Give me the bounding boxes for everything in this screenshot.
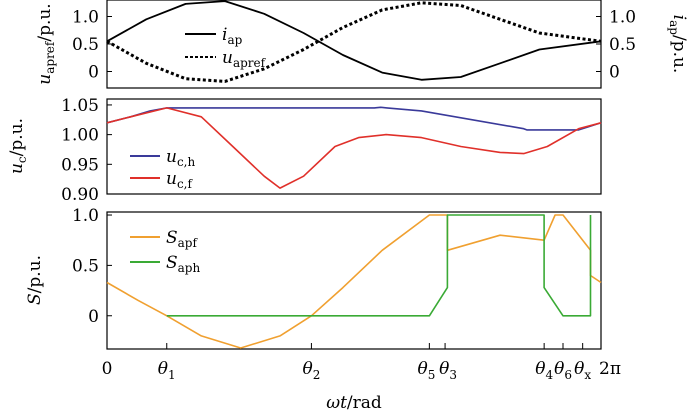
- series-line-s-apf: [106, 214, 602, 349]
- series-line-i-ap: [106, 0, 602, 81]
- series-line-u-apref: [106, 1, 602, 83]
- legend-label-u-cf: uc,f: [166, 169, 193, 191]
- middle-ylabel: uc/p.u.: [7, 118, 29, 174]
- bottom-panel: 0 0.5 1.0 0 θ1 θ2 θ5 θ3 θ4 θ6 θx 2π S/p.u. Sapf Sa…: [25, 206, 621, 413]
- legend-label-u-ch: uc,h: [166, 147, 195, 169]
- top-right-y-tick-label: 1.0: [609, 8, 636, 28]
- x-tick-label: θ4: [535, 359, 553, 382]
- bottom-series-group: [106, 214, 602, 349]
- top-right-y-tick-label: 0.5: [609, 35, 636, 55]
- middle-y-tick-label: 0.90: [61, 185, 99, 205]
- x-tick-label: θx: [574, 359, 591, 382]
- legend-label-s-aph: Saph: [166, 253, 200, 275]
- bottom-y-tick-label: 1.0: [72, 206, 99, 226]
- bottom-xlabel: ωt/rad: [326, 393, 382, 413]
- x-tick-label: θ3: [439, 359, 457, 382]
- x-tick-label: θ6: [554, 359, 572, 382]
- bottom-x-ticks: 0 θ1 θ2 θ5 θ3 θ4 θ6 θx 2π: [102, 343, 621, 382]
- top-panel: 0 0.5 1.0 0 0.5 1.0 uapref/p.u. iap/p.u. iap…: [35, 0, 689, 89]
- middle-legend: uc,h uc,f: [130, 147, 195, 191]
- series-line-s-aph: [166, 214, 592, 317]
- x-tick-label: 0: [102, 359, 113, 379]
- bottom-y-tick-label: 0: [88, 307, 99, 327]
- bottom-y-ticks: 0 0.5 1.0: [72, 206, 112, 327]
- legend-label-u-apref: uapref: [222, 48, 267, 70]
- bottom-ylabel: S/p.u.: [25, 255, 45, 305]
- legend-label-s-apf: Sapf: [166, 228, 198, 250]
- series-line-u-cf: [106, 107, 602, 189]
- top-right-ticks: 0 0.5 1.0: [596, 8, 636, 83]
- middle-panel: 0.90 0.95 1.00 1.05 uc/p.u. uc,h uc,f: [7, 96, 602, 205]
- top-series-group: [106, 0, 602, 83]
- bottom-y-tick-label: 0.5: [72, 256, 99, 276]
- top-plot-frame: [106, 0, 602, 89]
- middle-y-tick-label: 1.00: [61, 126, 99, 146]
- top-left-ticks: 0 0.5 1.0: [72, 8, 112, 83]
- top-left-y-tick-label: 1.0: [72, 8, 99, 28]
- top-right-ylabel: iap/p.u.: [667, 15, 689, 74]
- x-tick-label: θ2: [302, 359, 320, 382]
- x-tick-label: 2π: [599, 359, 621, 379]
- bottom-plot-frame: [106, 211, 602, 350]
- bottom-legend: Sapf Saph: [130, 228, 200, 275]
- x-tick-label: θ1: [158, 359, 176, 382]
- top-legend: iap uapref: [185, 25, 267, 70]
- top-left-ylabel: uapref/p.u.: [35, 3, 57, 84]
- middle-y-ticks: 0.90 0.95 1.00 1.05: [61, 96, 112, 205]
- middle-y-tick-label: 0.95: [61, 155, 99, 175]
- x-tick-label: θ5: [417, 359, 435, 382]
- top-left-y-tick-label: 0: [88, 63, 99, 83]
- series-line-u-ch: [106, 106, 602, 131]
- top-left-y-tick-label: 0.5: [72, 35, 99, 55]
- middle-plot-frame: [106, 98, 602, 195]
- middle-series-group: [106, 106, 602, 189]
- legend-label-i-ap: iap: [222, 25, 243, 47]
- top-right-y-tick-label: 0: [609, 63, 620, 83]
- middle-y-tick-label: 1.05: [61, 96, 99, 116]
